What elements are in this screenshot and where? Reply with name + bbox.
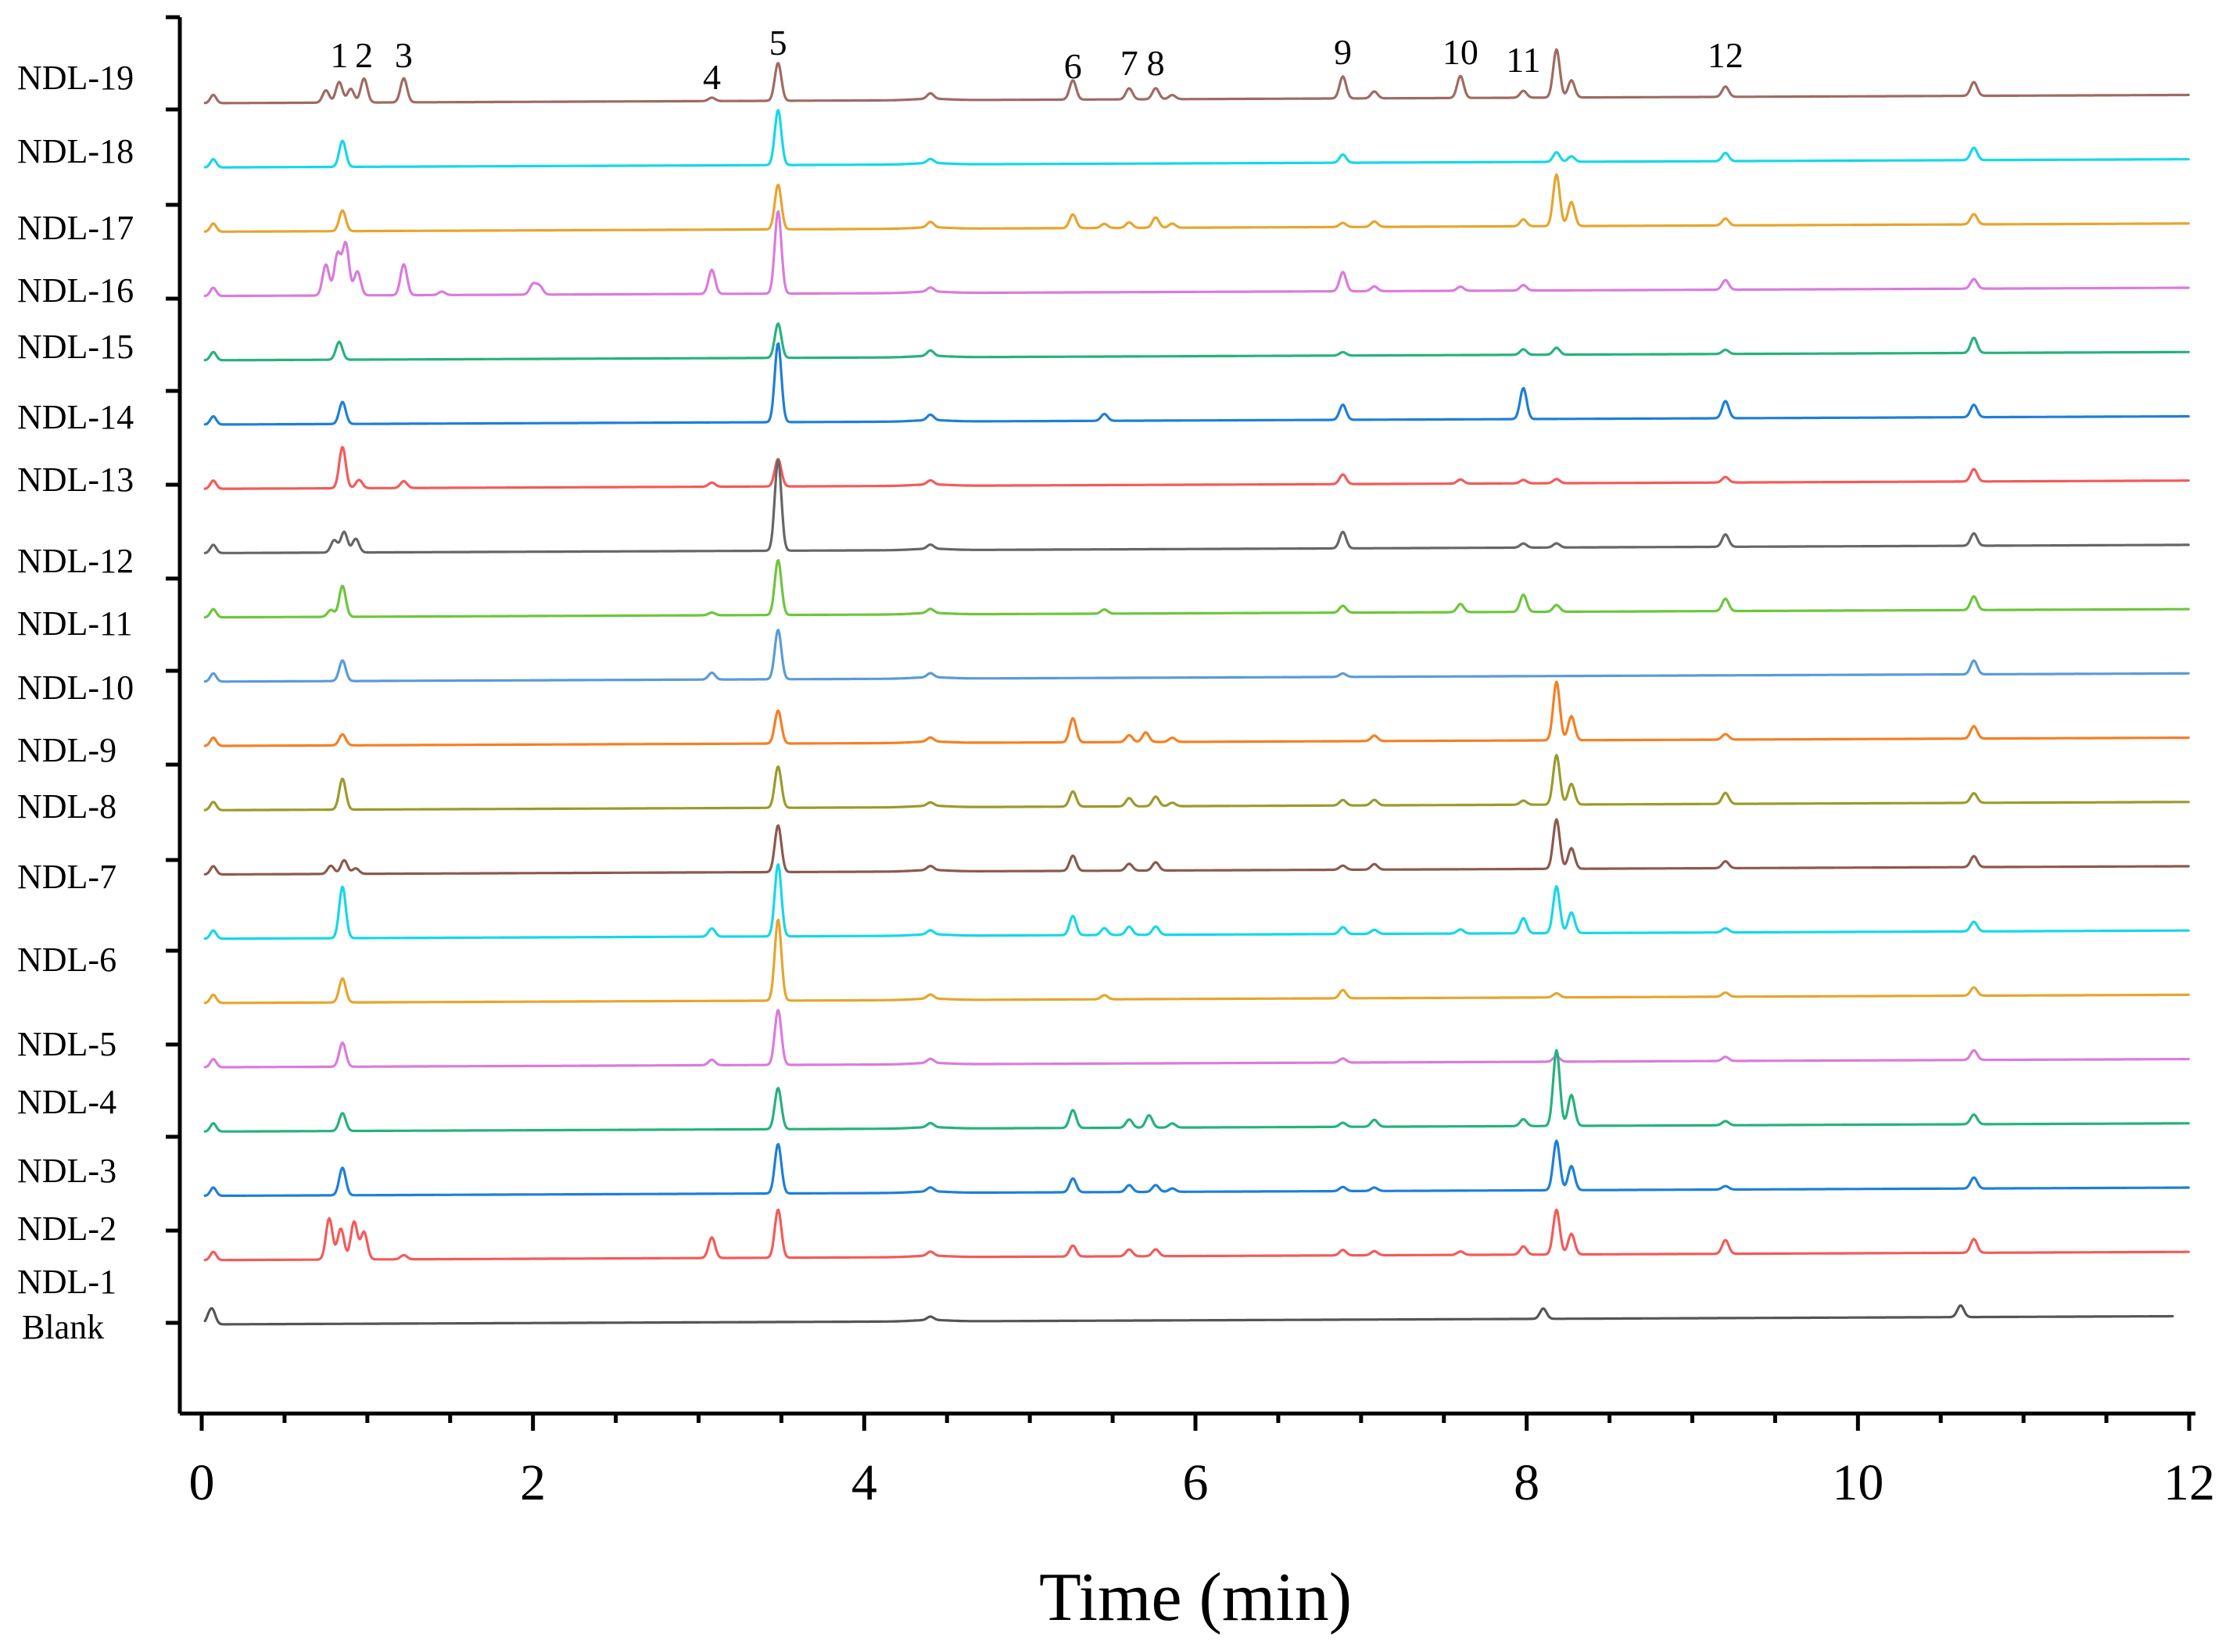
trace-ndl-9	[203, 680, 2190, 747]
trace-ndl-3	[203, 1048, 2190, 1133]
trace-ndl-6	[203, 863, 2190, 941]
peak-label: 12	[1708, 35, 1744, 75]
sample-label: NDL-11	[17, 604, 132, 643]
x-axis-ticks: 0 2 4 6 8 10 12	[189, 1414, 2215, 1511]
trace-ndl-14	[203, 342, 2190, 426]
peak-label: 2	[355, 35, 373, 75]
sample-label: NDL-12	[17, 542, 134, 580]
sample-label: NDL-15	[17, 328, 134, 366]
x-tick-label: 6	[1183, 1454, 1209, 1511]
trace-ndl-17	[203, 173, 2190, 233]
sample-label: NDL-10	[17, 668, 134, 707]
x-tick-label: 8	[1514, 1454, 1539, 1511]
sample-label: NDL-19	[17, 59, 134, 97]
x-axis-title: Time (min)	[1039, 1560, 1352, 1636]
sample-label: NDL-18	[17, 132, 134, 170]
trace-ndl-16	[203, 210, 2190, 298]
peak-label: 5	[769, 23, 787, 63]
traces	[203, 48, 2190, 1326]
trace-ndl-12	[203, 459, 2190, 554]
trace-ndl-4	[203, 1009, 2190, 1069]
x-tick-label: 2	[520, 1454, 546, 1511]
x-tick-label: 12	[2163, 1454, 2215, 1511]
trace-ndl-15	[203, 322, 2190, 362]
peak-label: 6	[1064, 46, 1082, 86]
trace-ndl-5	[203, 918, 2190, 1005]
peak-label: 9	[1334, 32, 1352, 72]
sample-label: NDL-4	[17, 1083, 116, 1121]
trace-ndl-7	[203, 818, 2190, 876]
x-tick-label: 0	[189, 1454, 215, 1511]
peak-label: 3	[395, 35, 413, 75]
sample-label: NDL-5	[17, 1025, 116, 1063]
sample-label: NDL-2	[17, 1209, 116, 1248]
sample-label: Blank	[22, 1308, 104, 1346]
trace-ndl-11	[203, 558, 2190, 619]
peak-label: 1	[330, 35, 348, 75]
sample-label: NDL-16	[17, 271, 134, 310]
peak-label: 7	[1120, 43, 1138, 83]
trace-ndl-2	[203, 1139, 2190, 1198]
trace-ndl-8	[203, 754, 2190, 812]
peak-label: 8	[1147, 43, 1165, 83]
sample-label: NDL-8	[17, 787, 116, 826]
trace-ndl-18	[203, 109, 2190, 169]
y-axis-ticks	[166, 15, 180, 1325]
trace-ndl-10	[203, 629, 2190, 683]
sample-label: NDL-9	[17, 731, 116, 769]
sample-label: NDL-3	[17, 1152, 116, 1190]
trace-blank	[203, 1304, 2174, 1326]
x-tick-label: 10	[1832, 1454, 1883, 1511]
x-tick-label: 4	[851, 1454, 877, 1511]
sample-label: NDL-1	[17, 1263, 116, 1301]
sample-labels: NDL-19 NDL-18 NDL-17 NDL-16 NDL-15 NDL-14 NDL-…	[17, 59, 134, 1346]
sample-label: NDL-7	[17, 858, 116, 896]
peak-label: 10	[1443, 32, 1478, 72]
peak-label: 4	[703, 57, 721, 97]
sample-label: NDL-13	[17, 460, 134, 499]
trace-ndl-13	[203, 446, 2190, 490]
sample-label: NDL-6	[17, 941, 116, 979]
sample-label: NDL-14	[17, 398, 134, 436]
peak-label: 11	[1506, 40, 1540, 80]
sample-label: NDL-17	[17, 209, 134, 247]
trace-ndl-1	[203, 1208, 2190, 1262]
trace-ndl-19	[203, 48, 2190, 105]
axes: 0 2 4 6 8 10 12	[166, 15, 2215, 1511]
